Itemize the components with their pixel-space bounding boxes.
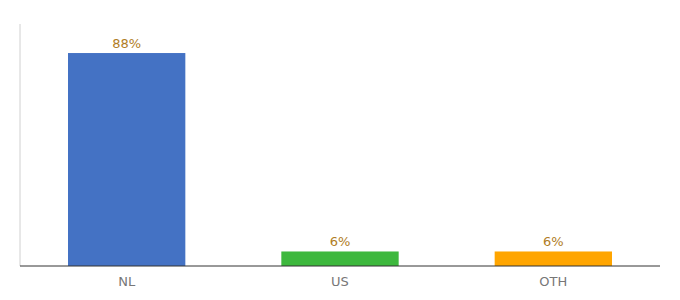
chart-container: 88% 6% 6% NL US OTH [0, 0, 680, 300]
bar [281, 251, 398, 266]
bars [68, 53, 612, 266]
x-tick-label: US [331, 274, 349, 289]
bar [68, 53, 185, 266]
x-tick-label: OTH [539, 274, 567, 289]
x-axis-line [20, 266, 660, 267]
plot-area: 88% 6% 6% NL US OTH [20, 24, 660, 289]
data-label: 6% [543, 234, 564, 249]
bar [495, 251, 612, 266]
chart: 88% 6% 6% NL US OTH [0, 0, 680, 300]
y-axis-line [20, 24, 21, 266]
data-label: 6% [330, 234, 351, 249]
x-tick-label: NL [118, 274, 136, 289]
data-label: 88% [112, 36, 141, 51]
